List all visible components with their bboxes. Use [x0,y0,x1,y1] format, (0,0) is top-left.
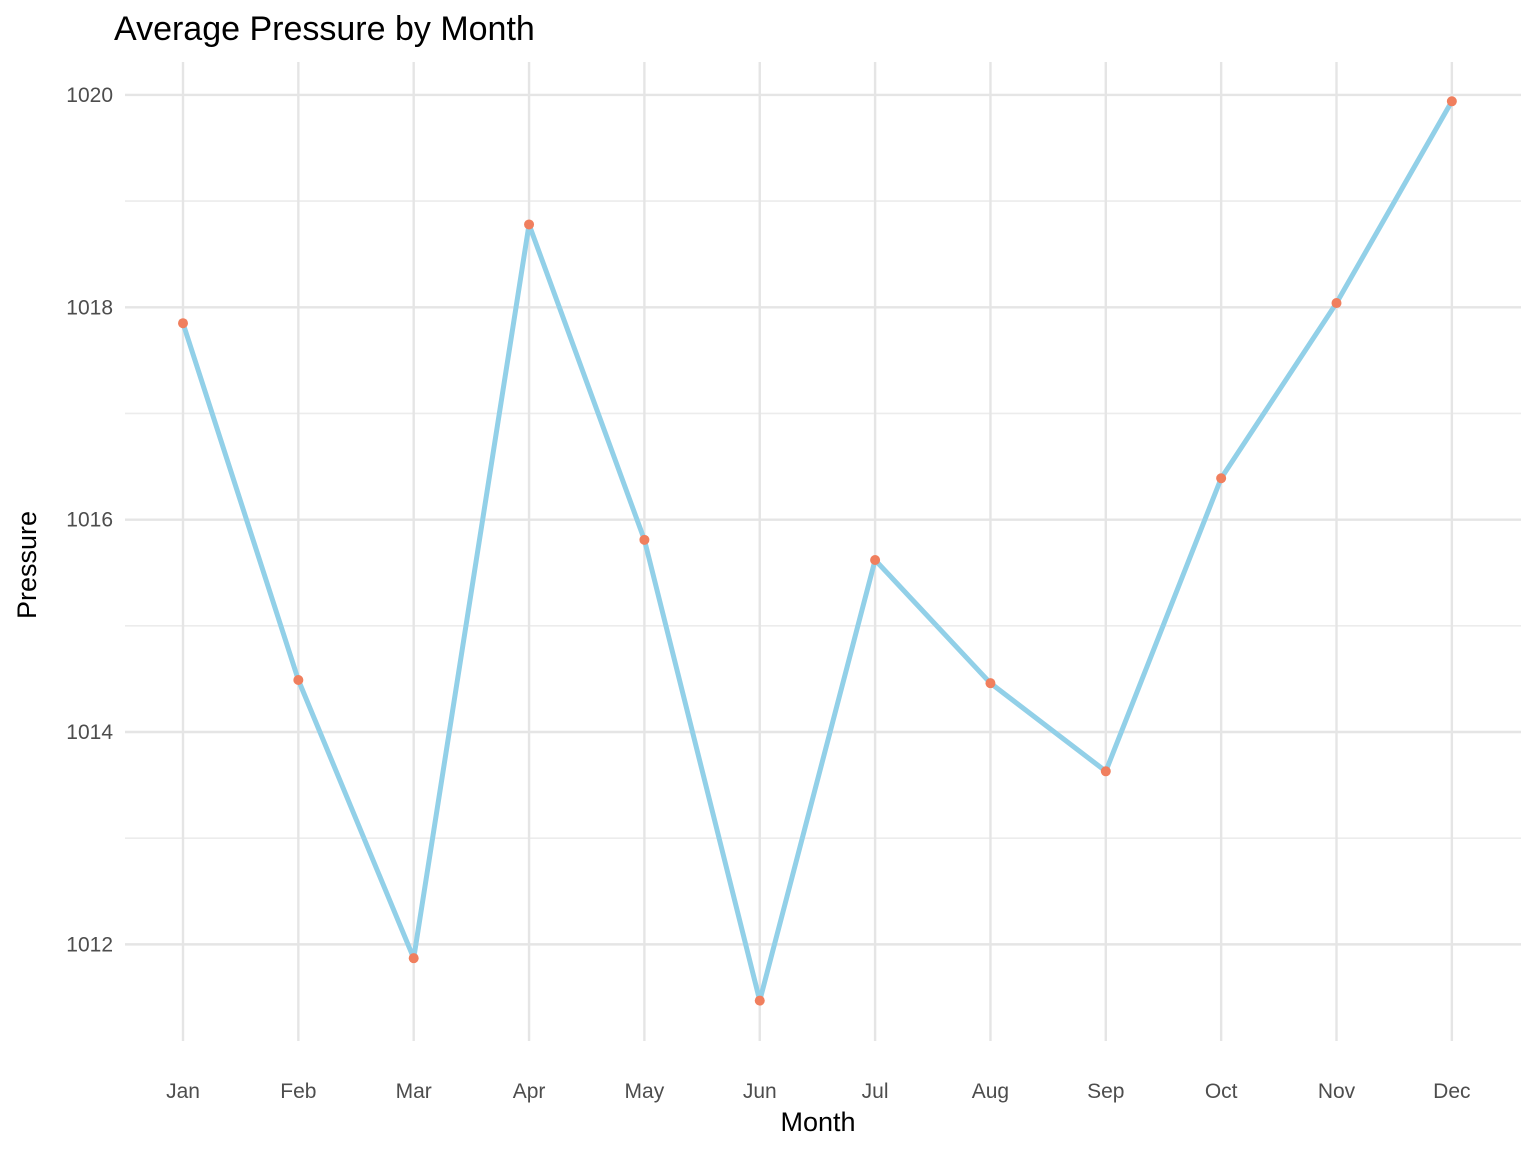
x-axis-tick-labels: Jan Feb Mar Apr May Jun Jul Aug Sep Oct Nov Dec [166,1080,1470,1103]
y-tick-label: 1020 [66,84,113,107]
data-point [178,318,188,329]
data-point [985,678,996,689]
x-tick-label: Oct [1205,1080,1238,1103]
y-tick-label: 1018 [66,296,113,319]
y-axis-tick-labels: 1012 1014 1016 1018 1020 [66,84,113,956]
data-point [639,534,650,545]
data-point [870,554,881,565]
chart-title: Average Pressure by Month [114,10,535,48]
series-line [180,98,1455,1004]
data-point [1100,766,1111,777]
x-tick-label: Jul [862,1080,889,1103]
data-points [178,96,1457,1006]
x-tick-label: Aug [972,1080,1009,1103]
series-line-layer [180,98,1455,1004]
x-tick-label: Nov [1318,1080,1356,1103]
data-point [1446,96,1457,107]
x-tick-label: Jun [743,1080,777,1103]
x-tick-label: Mar [396,1080,432,1103]
y-tick-label: 1012 [66,933,113,956]
y-axis-title: Pressure [12,511,42,619]
y-tick-label: 1016 [66,509,113,532]
y-tick-label: 1014 [66,721,113,744]
x-tick-label: May [625,1080,665,1103]
grid [125,62,1521,1041]
data-point [524,219,535,230]
x-axis-title: Month [780,1107,855,1137]
data-point [293,674,304,685]
x-tick-label: Sep [1087,1080,1124,1103]
x-tick-label: Apr [513,1080,546,1103]
x-tick-label: Feb [280,1080,316,1103]
data-point [1216,473,1227,484]
data-point [754,995,765,1006]
data-point [1331,298,1342,309]
x-tick-label: Dec [1433,1080,1470,1103]
x-tick-label: Jan [166,1080,200,1103]
data-point [408,953,419,964]
